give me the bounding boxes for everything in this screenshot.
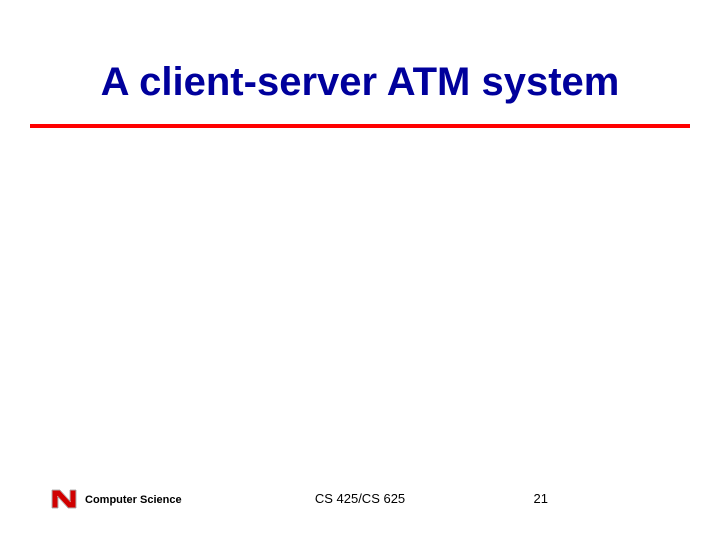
slide-title: A client-server ATM system [0,60,720,105]
course-code: CS 425/CS 625 [0,491,720,506]
title-underline [30,124,690,128]
footer: Computer Science CS 425/CS 625 21 [0,472,720,512]
page-number: 21 [534,491,548,506]
slide: A client-server ATM system Computer Scie… [0,0,720,540]
